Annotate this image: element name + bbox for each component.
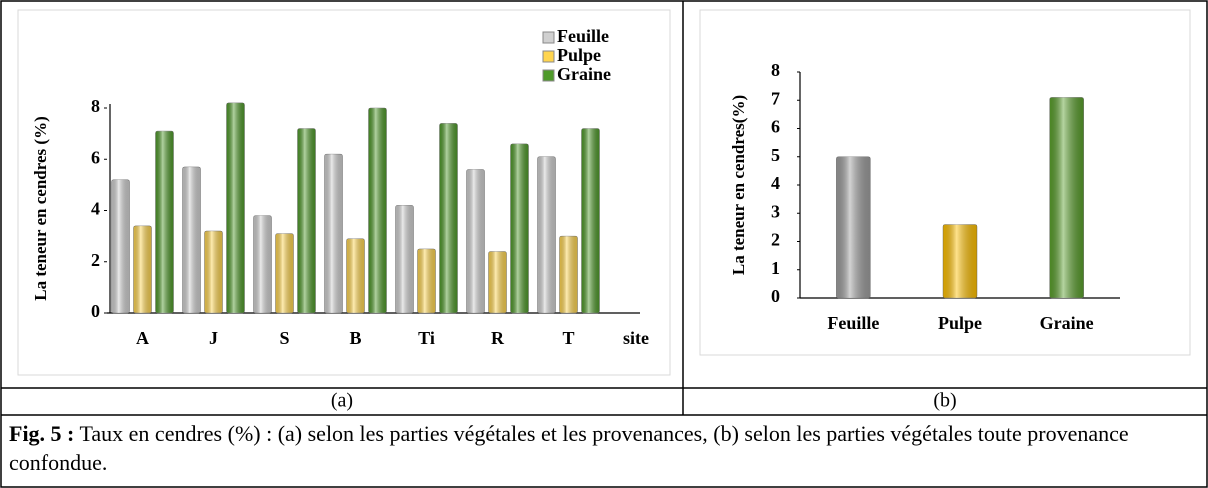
- x-axis-label: site: [623, 328, 649, 348]
- caption-label: Fig. 5 :: [9, 421, 75, 446]
- x-tick-label: Feuille: [827, 313, 879, 333]
- bar-shine: [439, 123, 458, 313]
- y-tick-label: 2: [771, 230, 780, 250]
- caption-text: Taux en cendres (%) : (a) selon les part…: [9, 421, 1129, 475]
- legend-label: Feuille: [557, 26, 609, 46]
- x-tick-label: J: [209, 328, 218, 348]
- x-tick-label: B: [349, 328, 361, 348]
- bar-shine: [368, 108, 387, 313]
- bar-shine: [466, 169, 485, 313]
- y-tick-label: 6: [91, 147, 100, 167]
- bar-shine: [204, 231, 223, 313]
- y-tick-label: 7: [771, 88, 780, 108]
- legend-swatch: [542, 69, 555, 82]
- x-tick-label: A: [136, 328, 149, 348]
- bar-shine: [275, 233, 294, 313]
- bar-shine: [488, 251, 507, 313]
- y-tick-label: 4: [91, 199, 100, 219]
- chart-frame: [17, 9, 671, 376]
- y-tick-label: 0: [91, 301, 100, 321]
- bar-shine: [182, 166, 201, 313]
- x-tick-label: Pulpe: [938, 313, 982, 333]
- y-tick-label: 0: [771, 286, 780, 306]
- bar-shine: [559, 236, 578, 313]
- bar-shine: [253, 215, 272, 313]
- y-tick-label: 5: [771, 145, 780, 165]
- panel-label: (b): [933, 390, 956, 412]
- y-axis-label: La teneur en cendres(%): [729, 95, 748, 275]
- bar-shine: [581, 128, 600, 313]
- y-axis-label: La teneur en cendres (%): [31, 116, 50, 300]
- legend-swatch: [542, 31, 555, 44]
- bar-shine: [395, 205, 414, 313]
- x-tick-label: Ti: [418, 328, 435, 348]
- y-tick-label: 4: [771, 173, 780, 193]
- bar-shine: [836, 156, 871, 298]
- x-tick-label: Graine: [1040, 313, 1094, 333]
- y-tick-label: 3: [771, 201, 780, 221]
- x-tick-label: R: [491, 328, 505, 348]
- y-tick-label: 2: [91, 250, 100, 270]
- bar-shine: [510, 143, 529, 313]
- panel-label: (a): [331, 390, 353, 412]
- bar-shine: [297, 128, 316, 313]
- bar-shine: [226, 102, 245, 313]
- chart-frame: [699, 9, 1191, 356]
- bar-shine: [155, 131, 174, 313]
- legend-label: Pulpe: [557, 45, 601, 65]
- y-tick-label: 1: [771, 258, 780, 278]
- y-tick-label: 8: [91, 96, 100, 116]
- bar-shine: [133, 225, 152, 313]
- y-tick-label: 6: [771, 117, 780, 137]
- bar-shine: [324, 154, 343, 313]
- y-tick-label: 8: [771, 60, 780, 80]
- bar-shine: [943, 224, 977, 298]
- bar-shine: [111, 179, 130, 313]
- bar-shine: [537, 156, 556, 313]
- x-tick-label: S: [279, 328, 289, 348]
- bar-shine: [417, 248, 436, 313]
- legend-swatch: [542, 50, 555, 63]
- bar-shine: [346, 238, 365, 313]
- caption: Fig. 5 : Taux en cendres (%) : (a) selon…: [0, 415, 1208, 481]
- legend-label: Graine: [557, 64, 611, 84]
- bar-shine: [1049, 97, 1084, 298]
- x-tick-label: T: [562, 328, 574, 348]
